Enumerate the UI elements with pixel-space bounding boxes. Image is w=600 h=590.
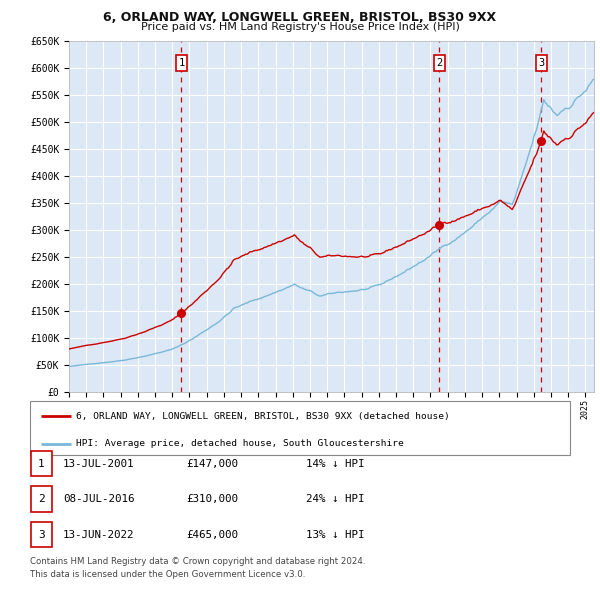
Text: 6, ORLAND WAY, LONGWELL GREEN, BRISTOL, BS30 9XX (detached house): 6, ORLAND WAY, LONGWELL GREEN, BRISTOL, … — [76, 412, 449, 421]
Text: Contains HM Land Registry data © Crown copyright and database right 2024.: Contains HM Land Registry data © Crown c… — [30, 558, 365, 566]
Text: Price paid vs. HM Land Registry's House Price Index (HPI): Price paid vs. HM Land Registry's House … — [140, 22, 460, 32]
Text: £310,000: £310,000 — [186, 494, 238, 504]
Text: 6, ORLAND WAY, LONGWELL GREEN, BRISTOL, BS30 9XX: 6, ORLAND WAY, LONGWELL GREEN, BRISTOL, … — [103, 11, 497, 24]
Text: 3: 3 — [538, 58, 545, 68]
FancyBboxPatch shape — [31, 522, 52, 548]
Text: 1: 1 — [178, 58, 185, 68]
Text: 13-JUL-2001: 13-JUL-2001 — [63, 459, 134, 468]
Text: 1: 1 — [38, 459, 45, 468]
Text: 2: 2 — [38, 494, 45, 504]
Text: 24% ↓ HPI: 24% ↓ HPI — [306, 494, 365, 504]
FancyBboxPatch shape — [31, 486, 52, 512]
Text: HPI: Average price, detached house, South Gloucestershire: HPI: Average price, detached house, Sout… — [76, 439, 404, 448]
Text: 13% ↓ HPI: 13% ↓ HPI — [306, 530, 365, 539]
Text: 08-JUL-2016: 08-JUL-2016 — [63, 494, 134, 504]
FancyBboxPatch shape — [31, 451, 52, 477]
Text: 14% ↓ HPI: 14% ↓ HPI — [306, 459, 365, 468]
Text: £147,000: £147,000 — [186, 459, 238, 468]
Text: £465,000: £465,000 — [186, 530, 238, 539]
Text: 13-JUN-2022: 13-JUN-2022 — [63, 530, 134, 539]
Text: 3: 3 — [38, 530, 45, 539]
FancyBboxPatch shape — [30, 401, 570, 455]
Text: This data is licensed under the Open Government Licence v3.0.: This data is licensed under the Open Gov… — [30, 571, 305, 579]
Text: 2: 2 — [436, 58, 443, 68]
